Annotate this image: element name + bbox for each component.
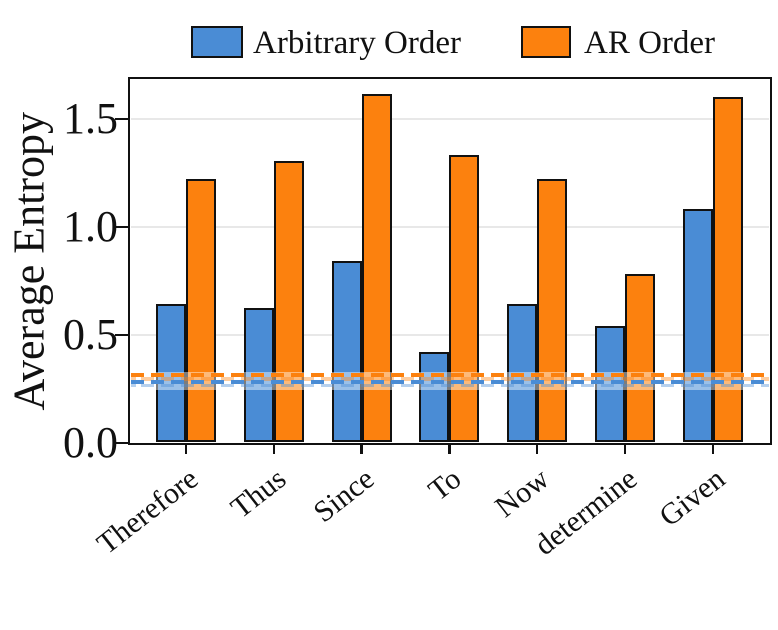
y-tick-label-0.5: 0.5 [63, 310, 118, 359]
legend-swatch-ar-order [521, 26, 571, 58]
y-tick-0.0 [115, 441, 129, 445]
bar-ar-determine [625, 273, 655, 443]
bar-arbitrary-Therefore [156, 304, 186, 443]
legend-label-ar-order: AR Order [584, 25, 716, 61]
bar-arbitrary-Given [682, 208, 713, 443]
x-tick-To [448, 444, 451, 454]
bar-ar-Given [712, 96, 743, 443]
y-tick-label-1.5: 1.5 [63, 94, 118, 143]
bar-arbitrary-Now [507, 304, 538, 443]
y-tick-0.5 [115, 333, 129, 337]
bar-ar-Therefore [186, 178, 216, 443]
bar-ar-Since [361, 94, 392, 443]
bar-chart: Arbitrary Order AR Order Average Entropy… [4, 25, 772, 562]
x-tick-Since [360, 444, 363, 454]
baseline-dashed-arbitrary [130, 379, 769, 384]
y-tick-1.5 [115, 117, 129, 121]
baseline-dashed-echo [130, 383, 769, 388]
x-tick-Therefore [184, 444, 188, 454]
bar-ar-To [449, 154, 480, 443]
y-tick-1.0 [115, 225, 129, 229]
x-tick-determine [623, 444, 627, 454]
x-tick-Now [535, 444, 539, 454]
legend-swatch-arbitrary-order [191, 26, 243, 58]
x-tick-Given [711, 444, 715, 454]
bar-arbitrary-To [419, 351, 450, 443]
y-axis-title: Average Entropy [4, 111, 54, 411]
bar-arbitrary-determine [595, 325, 625, 443]
x-tick-Thus [272, 444, 276, 454]
baseline-dashed-echo [130, 377, 769, 381]
y-tick-label-1.0: 1.0 [63, 202, 118, 251]
bar-arbitrary-Since [331, 260, 362, 443]
y-tick-label-0.0: 0.0 [63, 418, 118, 467]
legend-label-arbitrary-order: Arbitrary Order [253, 25, 461, 61]
gridline-y-1.5 [130, 118, 769, 120]
bar-ar-Thus [273, 161, 304, 443]
bar-ar-Now [537, 178, 568, 443]
baseline-dashed-ar [130, 373, 769, 378]
